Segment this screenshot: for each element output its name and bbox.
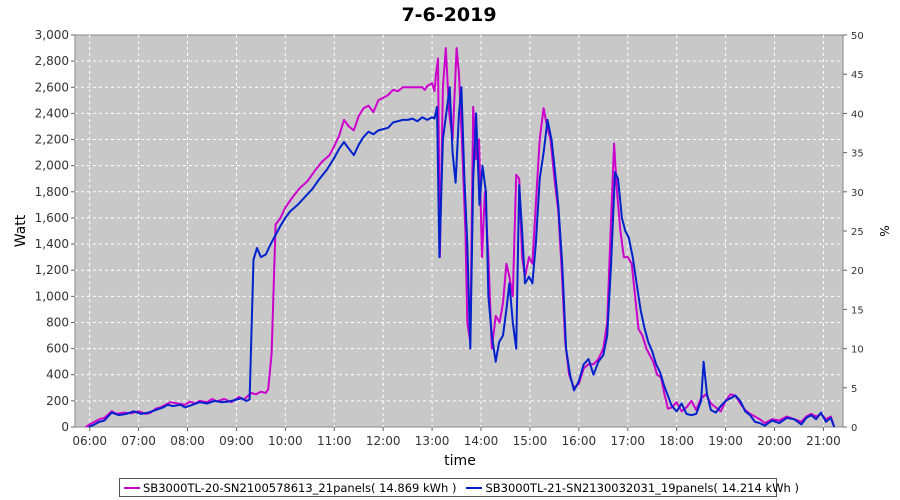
x-tick-label: 14:00: [464, 434, 499, 448]
legend-item-series-1: SB3000TL-20-SN2100578613_21panels( 14.86…: [124, 481, 456, 495]
x-tick-label: 09:00: [219, 434, 254, 448]
y-tick-label: 1,400: [35, 237, 69, 251]
chart-title: 7-6-2019: [401, 4, 496, 26]
y-tick-label: 1,800: [35, 185, 69, 199]
y2-tick-label: 5: [851, 384, 857, 395]
legend-swatch-series-1: [124, 486, 140, 489]
y2-tick-label: 40: [851, 109, 864, 120]
y-tick-label: 2,800: [35, 54, 69, 68]
x-tick-label: 19:00: [708, 434, 743, 448]
x-tick-label: 20:00: [757, 434, 792, 448]
y-tick-label: 2,200: [35, 133, 69, 147]
series-line-1: [85, 47, 836, 428]
y2-tick-label: 15: [851, 305, 864, 316]
y-tick-label: 400: [46, 368, 69, 382]
series-line-2: [88, 86, 836, 428]
x-tick-label: 12:00: [366, 434, 401, 448]
x-tick-label: 07:00: [121, 434, 156, 448]
legend-swatch-series-2: [466, 486, 483, 489]
legend-label-series-1: SB3000TL-20-SN2100578613_21panels( 14.86…: [143, 480, 457, 495]
x-tick-label: 13:00: [415, 434, 450, 448]
y-tick-label: 2,600: [35, 80, 69, 94]
legend-item-series-2: SB3000TL-21-SN2130032031_19panels( 14.21…: [466, 480, 799, 495]
y2-tick-label: 0: [851, 423, 857, 434]
x-tick-label: 10:00: [268, 434, 303, 448]
y2-tick-label: 35: [851, 149, 864, 160]
y2-tick-label: 30: [851, 188, 864, 199]
y-tick-label: 0: [61, 420, 69, 434]
plot-area: [74, 34, 844, 428]
y2-tick-label: 20: [851, 266, 864, 277]
x-tick-label: 18:00: [659, 434, 694, 448]
y-tick-label: 200: [46, 394, 69, 408]
y-tick-label: 800: [46, 315, 69, 329]
y2-axis-label: %: [877, 225, 891, 236]
x-tick-label: 15:00: [513, 434, 548, 448]
x-tick-label: 08:00: [170, 434, 205, 448]
y-tick-label: 600: [46, 342, 69, 356]
x-tick-label: 21:00: [806, 434, 841, 448]
x-tick-label: 06:00: [72, 434, 107, 448]
y2-tick-label: 25: [851, 227, 864, 238]
y-tick-label: 2,400: [35, 106, 69, 120]
y2-tick-label: 50: [851, 31, 864, 42]
y2-tick-label: 10: [851, 345, 864, 356]
y-axis-label: Watt: [13, 214, 29, 247]
legend-label-series-2: SB3000TL-21-SN2130032031_19panels( 14.21…: [485, 480, 799, 495]
y-tick-label: 3,000: [35, 28, 69, 42]
legend: SB3000TL-20-SN2100578613_21panels( 14.86…: [119, 478, 799, 497]
axes: 02004006008001,0001,2001,4001,6001,8002,…: [35, 28, 864, 448]
x-tick-label: 17:00: [610, 434, 645, 448]
y-tick-label: 1,000: [35, 289, 69, 303]
x-axis-label: time: [444, 453, 476, 469]
y-tick-label: 1,600: [35, 211, 69, 225]
x-tick-label: 16:00: [562, 434, 597, 448]
y-tick-label: 2,000: [35, 159, 69, 173]
series-lines: [85, 47, 836, 428]
y2-tick-label: 45: [851, 70, 864, 81]
y-tick-label: 1,200: [35, 263, 69, 277]
x-tick-label: 11:00: [317, 434, 352, 448]
